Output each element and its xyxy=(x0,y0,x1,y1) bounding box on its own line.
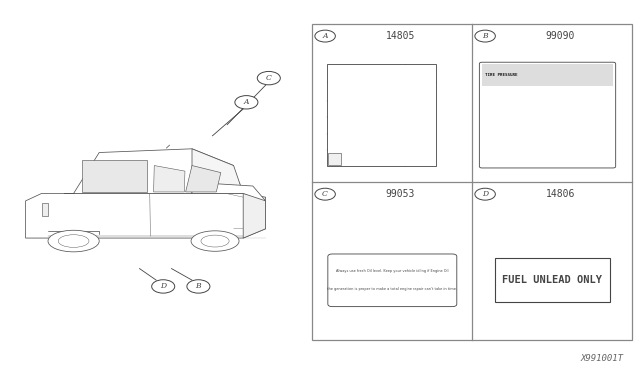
Text: 14805: 14805 xyxy=(386,31,415,41)
Text: B: B xyxy=(483,32,488,40)
Polygon shape xyxy=(154,166,185,192)
Text: X991001T: X991001T xyxy=(581,354,624,363)
Polygon shape xyxy=(82,160,147,192)
Polygon shape xyxy=(192,182,266,201)
Polygon shape xyxy=(192,149,243,193)
Circle shape xyxy=(315,30,335,42)
Text: TIRE PRESSURE: TIRE PRESSURE xyxy=(485,73,518,77)
FancyBboxPatch shape xyxy=(479,62,616,168)
Text: C: C xyxy=(266,74,272,82)
Text: the generation is proper to make a total engine repair can't take in time.: the generation is proper to make a total… xyxy=(327,287,458,291)
Text: C: C xyxy=(322,190,328,198)
Bar xyxy=(328,153,341,165)
Text: 14806: 14806 xyxy=(546,189,575,199)
Ellipse shape xyxy=(191,231,239,251)
Text: A: A xyxy=(323,32,328,40)
Polygon shape xyxy=(26,193,266,238)
Circle shape xyxy=(187,280,210,293)
Bar xyxy=(312,24,632,340)
Text: B: B xyxy=(196,282,201,291)
Circle shape xyxy=(257,71,280,85)
Circle shape xyxy=(475,188,495,200)
Polygon shape xyxy=(64,149,234,193)
Text: D: D xyxy=(160,282,166,291)
Circle shape xyxy=(315,188,335,200)
Circle shape xyxy=(152,280,175,293)
Text: 99053: 99053 xyxy=(386,189,415,199)
Ellipse shape xyxy=(58,235,89,247)
Circle shape xyxy=(475,30,495,42)
Bar xyxy=(495,258,610,302)
Polygon shape xyxy=(243,193,266,238)
FancyBboxPatch shape xyxy=(328,254,457,307)
Bar xyxy=(482,64,613,86)
Text: D: D xyxy=(482,190,488,198)
Ellipse shape xyxy=(201,235,229,247)
Text: 99090: 99090 xyxy=(546,31,575,41)
Bar xyxy=(326,64,435,166)
Circle shape xyxy=(235,96,258,109)
Text: Always use fresh Oil level. Keep your vehicle idling if Engine Oil: Always use fresh Oil level. Keep your ve… xyxy=(336,269,449,273)
Polygon shape xyxy=(186,166,221,192)
Polygon shape xyxy=(42,203,48,216)
Text: A: A xyxy=(244,98,249,106)
Ellipse shape xyxy=(48,230,99,252)
Text: FUEL UNLEAD ONLY: FUEL UNLEAD ONLY xyxy=(502,275,602,285)
